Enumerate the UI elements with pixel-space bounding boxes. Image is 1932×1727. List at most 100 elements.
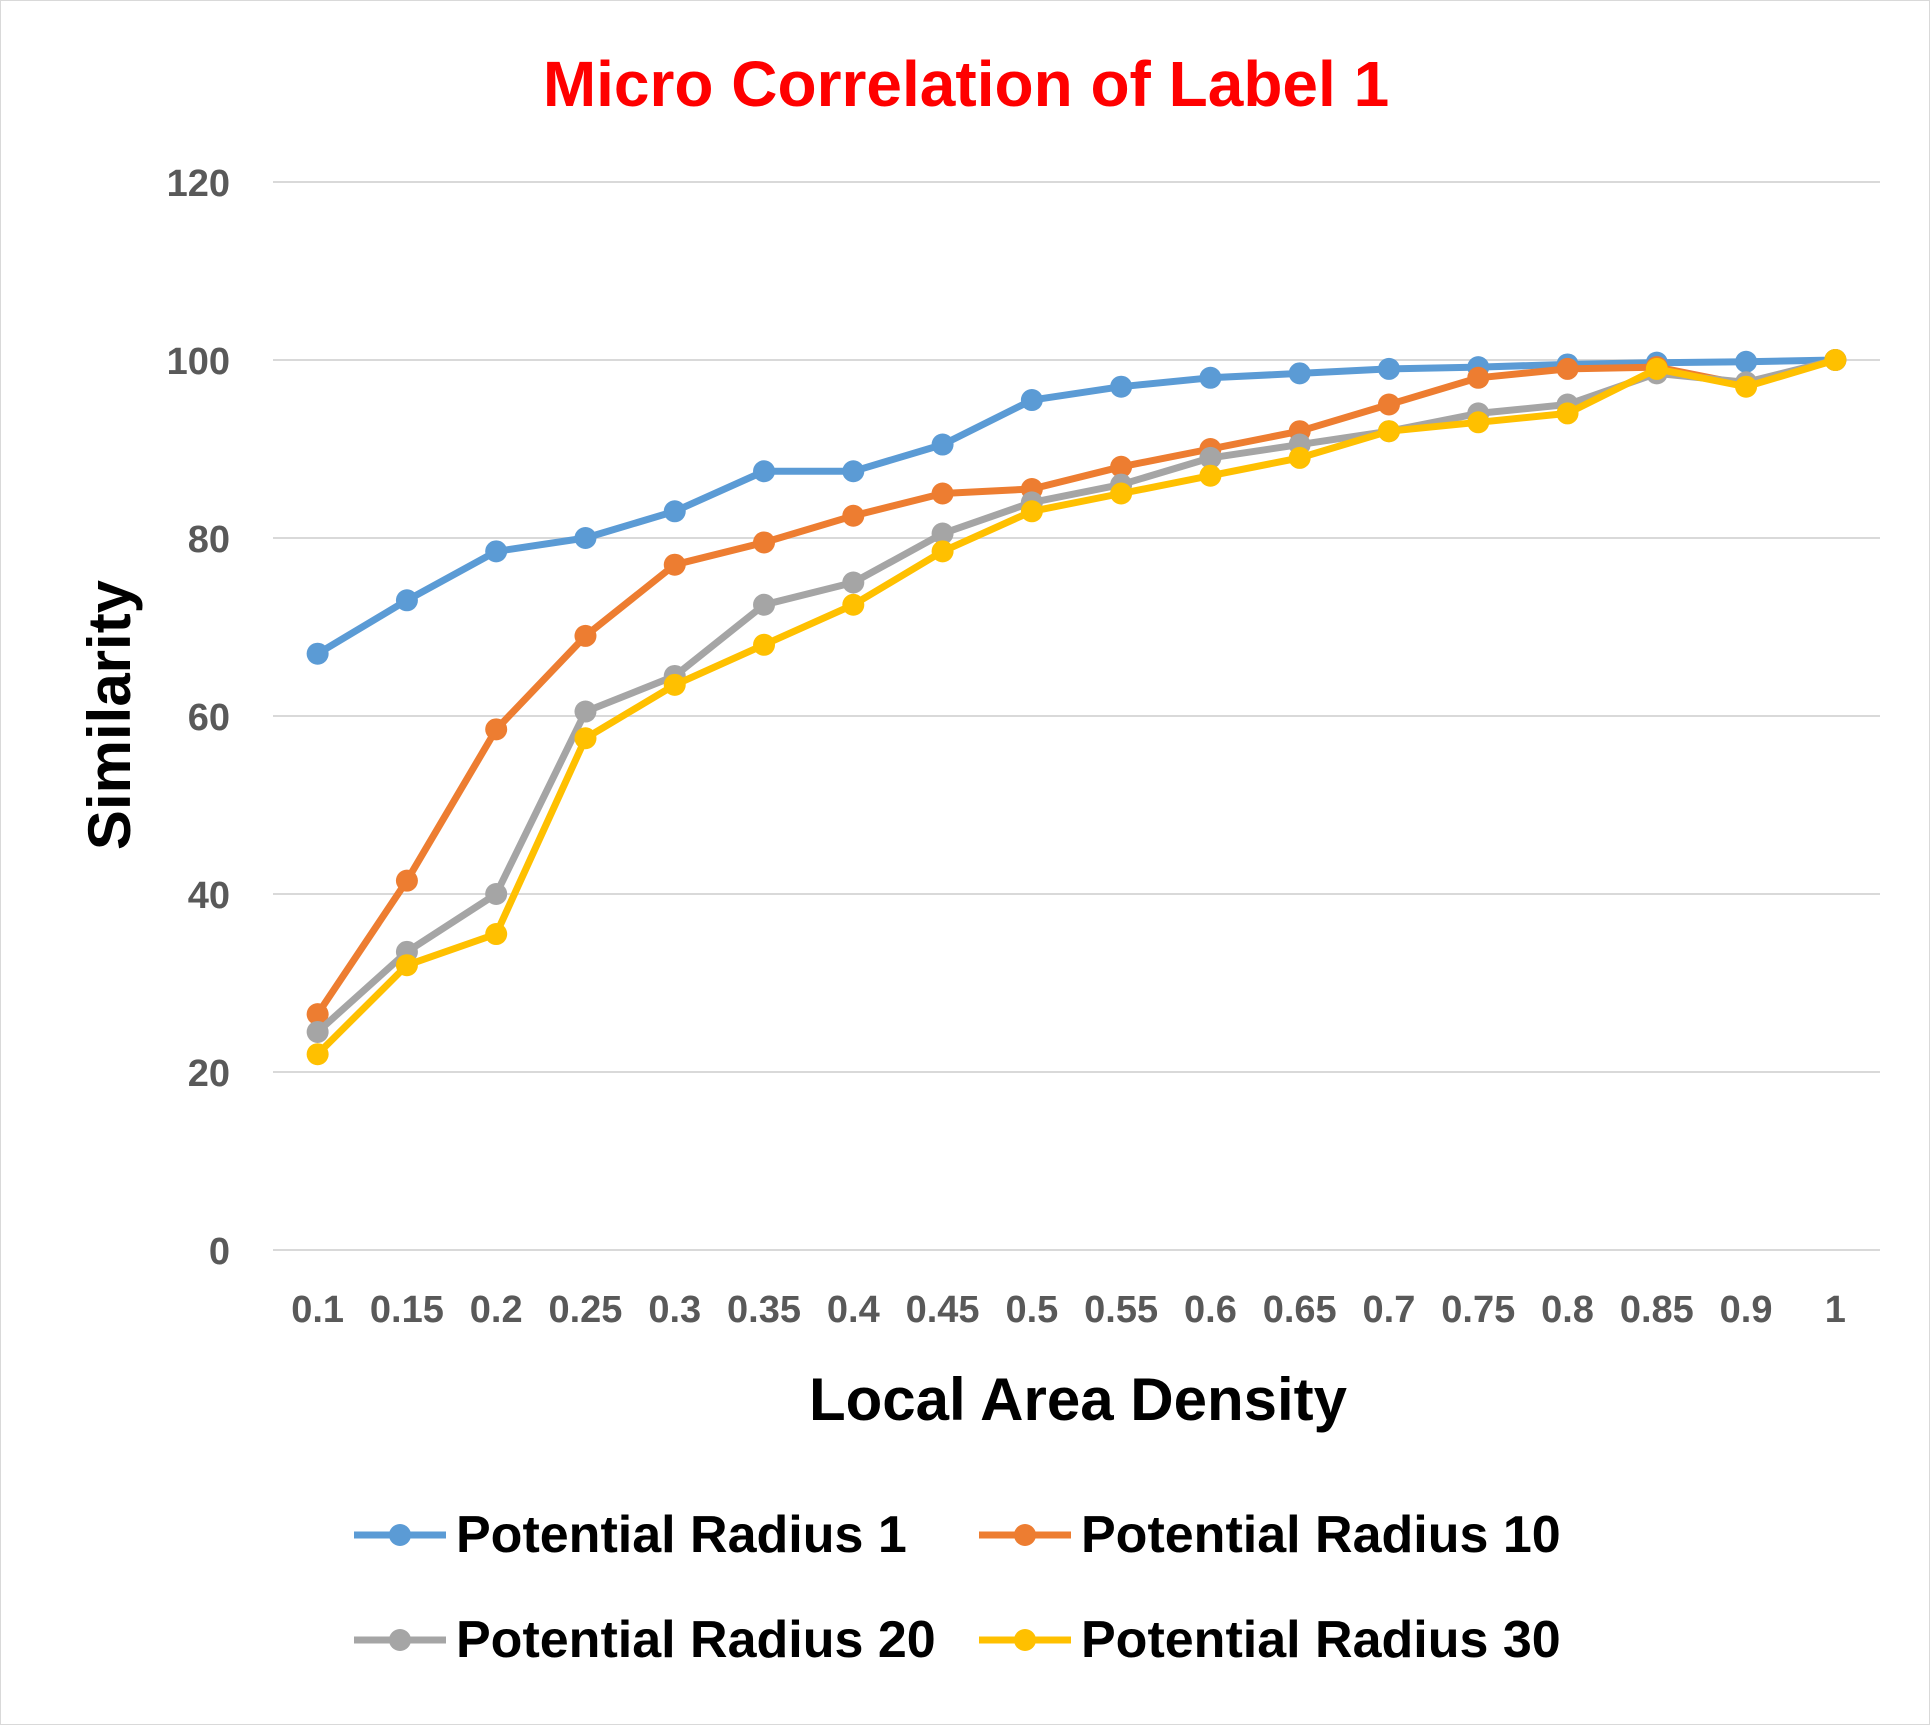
data-point <box>395 869 418 892</box>
y-axis-tick-labels: 0 20 40 60 80 100 120 <box>167 163 230 1273</box>
data-point <box>1020 389 1043 412</box>
data-point <box>1288 446 1311 469</box>
x-tick-label: 0.2 <box>470 1289 523 1331</box>
data-point <box>306 1043 329 1066</box>
legend-item-series-2: Potential Radius 10 <box>975 1505 1561 1565</box>
y-tick-label: 80 <box>188 519 230 561</box>
legend-swatch-series-4 <box>979 1629 1071 1651</box>
x-tick-label: 0.55 <box>1084 1289 1158 1331</box>
legend-label-series-2: Potential Radius 10 <box>1081 1506 1561 1564</box>
data-point <box>395 954 418 977</box>
data-point <box>1110 482 1133 505</box>
series-line-3 <box>314 356 1839 1036</box>
gridlines <box>273 181 1880 1251</box>
legend-marker-series-3 <box>389 1629 411 1651</box>
data-point <box>306 642 329 665</box>
data-point <box>1735 350 1758 373</box>
data-point <box>663 553 686 576</box>
y-tick-label: 100 <box>167 341 230 383</box>
data-point <box>574 727 597 750</box>
x-tick-label: 0.25 <box>548 1289 622 1331</box>
data-point <box>485 923 508 946</box>
series-line-4 <box>314 356 1839 1058</box>
legend-swatch-series-2 <box>979 1524 1071 1546</box>
x-tick-label: 0.4 <box>827 1289 880 1331</box>
legend-marker-series-4 <box>1014 1629 1036 1651</box>
data-point <box>842 571 865 594</box>
data-point <box>1824 349 1847 371</box>
x-tick-label: 0.15 <box>370 1289 444 1331</box>
x-tick-label: 0.35 <box>727 1289 801 1331</box>
x-tick-label: 1 <box>1825 1289 1846 1331</box>
data-point <box>931 433 954 456</box>
y-axis-title: Similarity <box>76 579 143 850</box>
data-point <box>1556 357 1579 380</box>
data-point <box>931 540 954 563</box>
data-point <box>485 883 508 905</box>
data-point <box>842 460 865 483</box>
x-tick-label: 0.3 <box>648 1289 701 1331</box>
legend-label-series-4: Potential Radius 30 <box>1081 1611 1561 1669</box>
data-point <box>753 633 776 656</box>
data-point <box>1110 455 1133 478</box>
data-point <box>1199 366 1222 389</box>
data-point <box>1377 393 1400 416</box>
data-point <box>663 500 686 523</box>
legend-swatch-series-1 <box>354 1524 446 1546</box>
data-point <box>753 531 776 554</box>
data-point <box>931 482 954 505</box>
series-line-1 <box>314 356 1839 658</box>
series-lines <box>306 349 1847 1066</box>
legend-label-series-3: Potential Radius 20 <box>456 1611 936 1669</box>
data-point <box>1645 357 1668 380</box>
data-point <box>1288 362 1311 385</box>
x-tick-label: 0.7 <box>1363 1289 1416 1331</box>
data-point <box>1377 357 1400 380</box>
legend-item-series-1: Potential Radius 1 <box>350 1505 907 1565</box>
x-tick-label: 0.45 <box>906 1289 980 1331</box>
data-point <box>842 593 865 616</box>
legend-marker-series-1 <box>389 1524 411 1546</box>
data-point <box>306 1020 329 1043</box>
data-point <box>1467 411 1490 434</box>
x-tick-label: 0.1 <box>291 1289 344 1331</box>
x-tick-label: 0.5 <box>1005 1289 1058 1331</box>
legend-item-series-3: Potential Radius 20 <box>350 1610 936 1670</box>
data-point <box>574 700 597 723</box>
x-tick-label: 0.8 <box>1541 1289 1594 1331</box>
y-tick-label: 120 <box>167 163 230 205</box>
legend-label-series-1: Potential Radius 1 <box>456 1506 907 1564</box>
series-4 <box>306 349 1847 1066</box>
series-2 <box>306 349 1847 1026</box>
x-axis-title: Local Area Density <box>809 1366 1348 1433</box>
data-point <box>1199 446 1222 469</box>
data-point <box>663 673 686 696</box>
y-tick-label: 20 <box>188 1053 230 1095</box>
data-point <box>306 1003 329 1026</box>
data-point <box>1020 500 1043 523</box>
data-point <box>574 624 597 647</box>
data-point <box>485 540 508 563</box>
data-point <box>842 504 865 527</box>
legend-item-series-4: Potential Radius 30 <box>975 1610 1561 1670</box>
data-point <box>574 527 597 549</box>
y-tick-label: 40 <box>188 875 230 917</box>
chart-title: Micro Correlation of Label 1 <box>542 48 1390 120</box>
x-tick-label: 0.6 <box>1184 1289 1237 1331</box>
data-point <box>1377 420 1400 443</box>
series-1 <box>306 349 1847 665</box>
data-point <box>1735 375 1758 398</box>
x-tick-label: 0.9 <box>1720 1289 1773 1331</box>
data-point <box>1199 464 1222 487</box>
data-point <box>931 522 954 545</box>
series-line-2 <box>314 356 1839 1018</box>
y-tick-label: 60 <box>188 697 230 739</box>
legend-swatch-series-3 <box>354 1629 446 1651</box>
data-point <box>753 460 776 483</box>
data-point <box>485 718 508 741</box>
data-point <box>1556 402 1579 425</box>
x-axis-tick-labels: 0.1 0.15 0.2 0.25 0.3 0.35 0.4 0.45 0.5 0.55 0.6 0.… <box>291 1289 1846 1331</box>
x-tick-label: 0.65 <box>1263 1289 1337 1331</box>
